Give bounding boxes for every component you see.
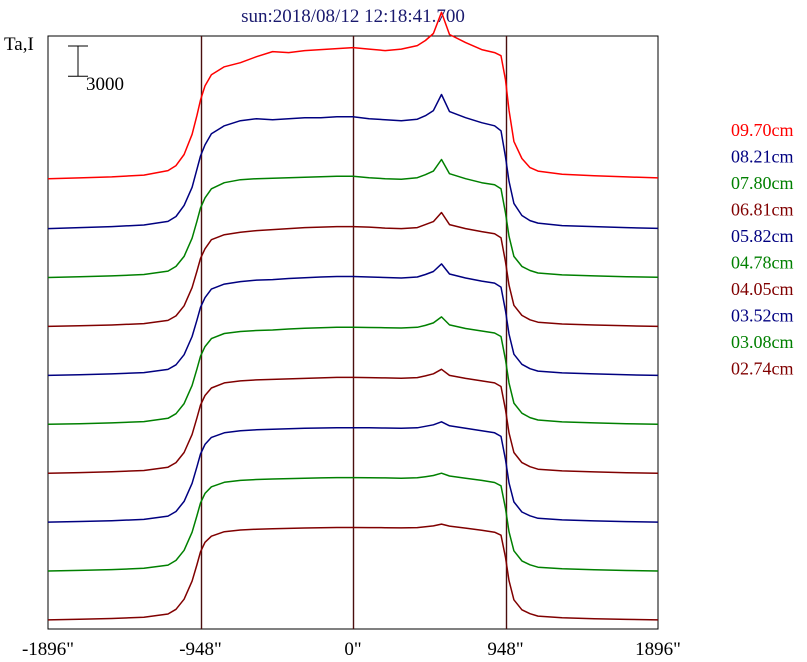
- series-line-9: [47, 523, 659, 621]
- legend-entry-3: 06.81cm: [731, 200, 794, 220]
- intensity-scale-bar: 3000: [68, 45, 124, 95]
- series-line-3: [47, 211, 659, 328]
- series-lines: [47, 11, 659, 621]
- x-tick-labels: -1896" -948" 0" 948" 1896": [22, 639, 681, 660]
- legend-entry-7: 03.52cm: [731, 306, 794, 326]
- series-line-2: [47, 158, 659, 279]
- legend-entry-1: 08.21cm: [731, 147, 794, 167]
- series-line-0: [47, 11, 659, 180]
- x-tick-label-2: 0": [344, 639, 361, 660]
- series-line-6: [47, 368, 659, 474]
- series-line-8: [47, 472, 659, 572]
- legend-entry-0: 09.70cm: [731, 120, 794, 140]
- x-tick-label-4: 1896": [635, 639, 681, 660]
- legend-entry-9: 02.74cm: [731, 359, 794, 379]
- x-tick-label-1: -948": [179, 639, 222, 660]
- y-axis-label: Ta,I: [4, 34, 34, 55]
- vertical-guide-lines: [200, 36, 508, 629]
- x-tick-label-0: -1896": [22, 639, 74, 660]
- legend: 09.70cm 08.21cm 07.80cm 06.81cm 05.82cm 04.78…: [731, 120, 794, 379]
- legend-entry-5: 04.78cm: [731, 253, 794, 273]
- x-tick-label-3: 948": [487, 639, 523, 660]
- legend-entry-4: 05.82cm: [731, 226, 794, 246]
- series-line-1: [47, 93, 659, 230]
- scale-bar-label: 3000: [86, 74, 124, 95]
- series-line-4: [47, 263, 659, 377]
- series-line-5: [47, 316, 659, 426]
- legend-entry-2: 07.80cm: [731, 173, 794, 193]
- legend-entry-6: 04.05cm: [731, 279, 794, 299]
- legend-entry-8: 03.08cm: [731, 332, 794, 352]
- series-line-7: [47, 421, 659, 523]
- chart-title: sun:2018/08/12 12:18:41.700: [241, 6, 465, 27]
